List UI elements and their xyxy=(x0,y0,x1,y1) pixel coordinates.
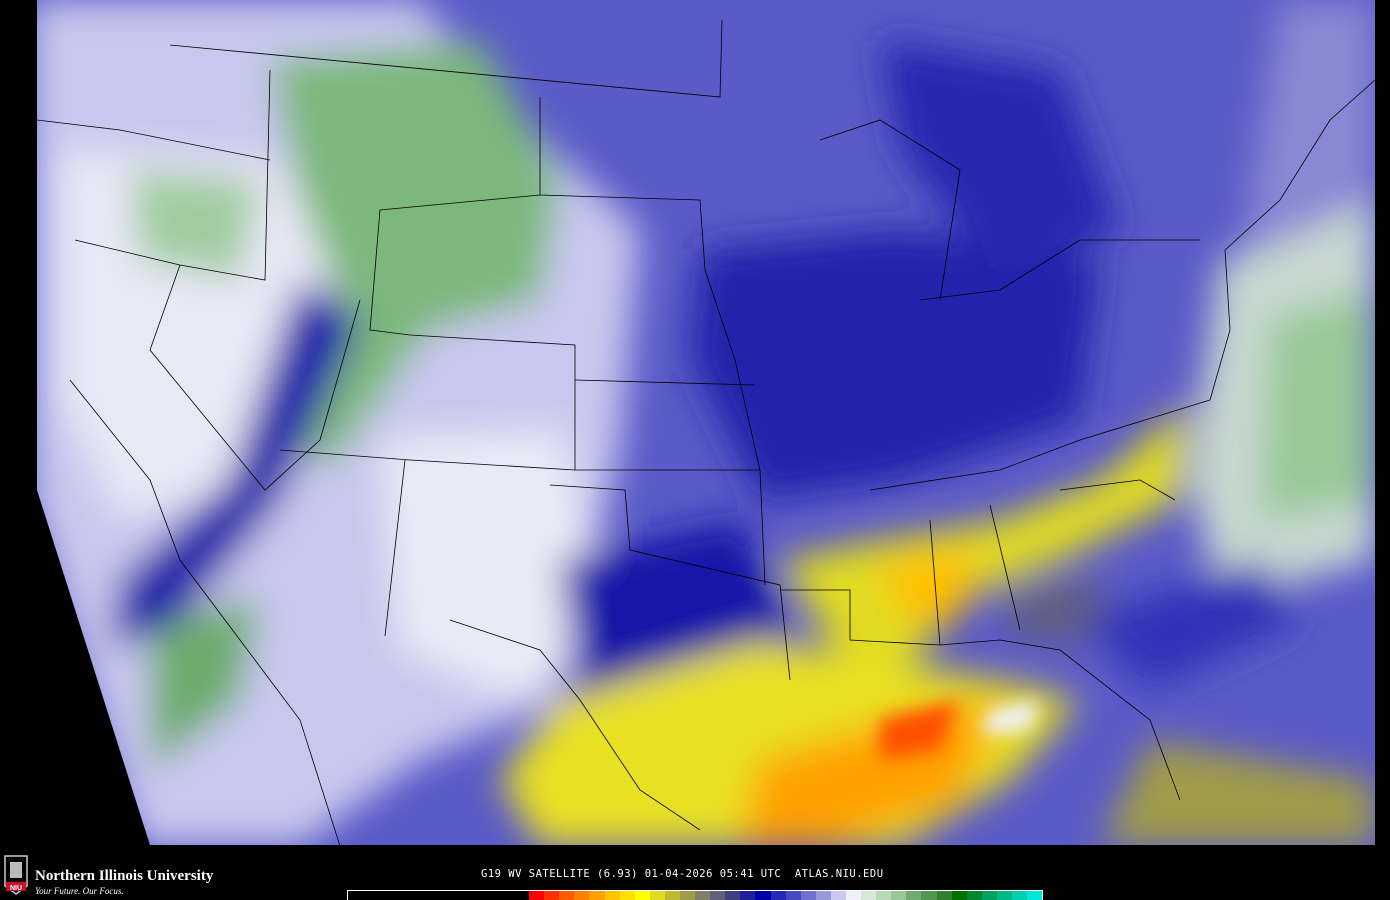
university-name: Northern Illinois University xyxy=(35,868,214,884)
image-caption: G19 WV SATELLITE (6.93) 01-04-2026 05:41… xyxy=(481,868,884,880)
color-scale-swatch xyxy=(710,891,726,900)
color-scale-swatch xyxy=(800,891,816,900)
color-scale-swatch xyxy=(544,891,560,900)
color-scale-swatch xyxy=(861,891,877,900)
color-scale-swatch xyxy=(649,891,665,900)
state-boundaries xyxy=(37,19,1375,845)
university-tagline: Your Future. Our Focus. xyxy=(35,886,124,896)
svg-text:NIU: NIU xyxy=(10,885,22,892)
color-scale-swatch xyxy=(951,891,967,900)
color-scale-swatch xyxy=(755,891,771,900)
time-label: 05:41 UTC xyxy=(719,868,782,880)
color-scale-swatch xyxy=(740,891,756,900)
color-scale-swatch xyxy=(589,891,605,900)
color-scale-swatch xyxy=(830,891,847,900)
niu-logo: NIU Northern Illinois University Your Fu… xyxy=(2,852,242,896)
water-vapor-satellite-map xyxy=(37,0,1375,845)
color-scale-swatch xyxy=(876,891,892,900)
site-label: ATLAS.NIU.EDU xyxy=(794,868,884,880)
color-scale-swatch xyxy=(725,891,741,900)
color-scale-swatch xyxy=(634,891,650,900)
color-scale-swatch xyxy=(906,891,922,900)
color-scale-swatch xyxy=(348,891,530,900)
color-scale-swatch xyxy=(966,891,982,900)
color-scale-swatch xyxy=(664,891,680,900)
color-scale-swatch xyxy=(619,891,635,900)
niu-seal-icon: NIU xyxy=(4,855,28,895)
color-scale-swatch xyxy=(921,891,937,900)
color-scale-swatch xyxy=(815,891,831,900)
color-scale-swatch xyxy=(679,891,696,900)
date-label: 01-04-2026 xyxy=(644,868,713,880)
color-scale-swatch xyxy=(604,891,620,900)
color-scale-swatch xyxy=(770,891,786,900)
product-label: G19 WV SATELLITE (6.93) xyxy=(481,868,638,880)
color-scale-swatch xyxy=(891,891,907,900)
color-scale-swatch xyxy=(1012,891,1028,900)
color-scale-swatch xyxy=(936,891,952,900)
color-scale-swatch xyxy=(695,891,711,900)
color-scale-swatch xyxy=(981,891,997,900)
color-scale-swatch xyxy=(846,891,862,900)
color-scale-swatch xyxy=(559,891,575,900)
color-scale-swatch xyxy=(1027,891,1043,900)
color-scale-swatch xyxy=(529,891,545,900)
color-scale-bar xyxy=(347,890,1043,900)
color-scale-swatch xyxy=(996,891,1013,900)
color-scale-swatch xyxy=(574,891,590,900)
color-scale-swatch xyxy=(785,891,801,900)
